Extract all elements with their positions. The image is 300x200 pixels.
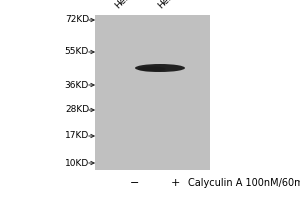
Text: 28KD: 28KD [65, 106, 89, 114]
Text: 36KD: 36KD [65, 80, 89, 90]
Text: 72KD: 72KD [65, 16, 89, 24]
Bar [95, 15, 210, 170]
Text: 10KD: 10KD [65, 158, 89, 168]
Text: 17KD: 17KD [65, 132, 89, 140]
Text: Hela: Hela [157, 0, 178, 10]
Ellipse shape [135, 64, 185, 72]
Text: Calyculin A 100nM/60min: Calyculin A 100nM/60min [188, 178, 300, 188]
Text: 55KD: 55KD [65, 47, 89, 56]
Ellipse shape [138, 66, 166, 72]
Text: +: + [170, 178, 180, 188]
Text: −: − [130, 178, 140, 188]
Text: Hela: Hela [114, 0, 134, 10]
